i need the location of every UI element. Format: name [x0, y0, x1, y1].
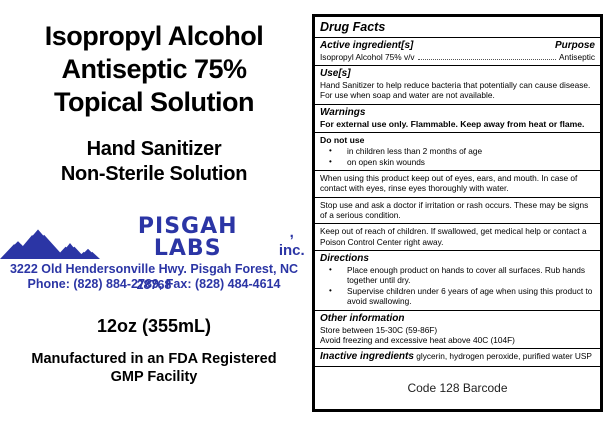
drug-facts-panel: Drug Facts Active ingredient[s] Purpose …	[312, 14, 603, 412]
dotted-leader	[417, 59, 557, 60]
inactive-ingredients-heading: Inactive ingredients	[320, 351, 414, 363]
other-information-section: Other information Store between 15-30C (…	[315, 309, 600, 349]
product-subtitle: Hand Sanitizer Non-Sterile Solution	[0, 137, 308, 187]
fda-registered-line: Manufactured in an FDA Registered	[31, 351, 277, 367]
bullet-icon: •	[329, 156, 332, 166]
keep-out-body: Keep out of reach of children. If swallo…	[320, 226, 587, 247]
mountains-icon	[0, 226, 100, 259]
active-ingredient-name: Isopropyl Alcohol 75% v/v	[320, 52, 415, 62]
company-address: 3222 Old Hendersonville Hwy. Pisgah Fore…	[9, 262, 299, 293]
product-title: Isopropyl Alcohol Antiseptic 75% Topical…	[0, 20, 308, 120]
brand-panel: Isopropyl Alcohol Antiseptic 75% Topical…	[0, 20, 308, 386]
bullet-icon: •	[329, 285, 332, 295]
company-phone-fax: Phone: (828) 884-2789, Fax: (828) 484-46…	[27, 277, 281, 291]
uses-heading: Use[s]	[320, 68, 351, 79]
stop-use-body: Stop use and ask a doctor if irritation …	[320, 199, 589, 220]
directions-section: Directions • Place enough product on han…	[315, 250, 600, 309]
company-name: PISGAH LABS	[137, 214, 238, 261]
drug-facts-title: Drug Facts	[320, 20, 386, 34]
storage-line: Store between 15-30C (59-86F)	[320, 324, 438, 335]
keep-out-of-reach-section: Keep out of reach of children. If swallo…	[315, 223, 600, 250]
company-name-suffix: , inc.	[278, 224, 305, 259]
uses-section: Use[s] Hand Sanitizer to help reduce bac…	[315, 65, 600, 104]
product-title-line: Isopropyl Alcohol	[44, 21, 264, 51]
fda-registered-note: Manufactured in an FDA Registered GMP Fa…	[0, 350, 308, 386]
purpose-value: Antiseptic	[559, 52, 595, 62]
product-title-line: Antiseptic 75%	[61, 54, 247, 85]
other-information-heading: Other information	[320, 312, 405, 324]
do-not-use-section: Do not use • in children less than 2 mon…	[315, 132, 600, 169]
do-not-use-bullet: • in children less than 2 months of age	[329, 146, 483, 157]
uses-body: Hand Sanitizer to help reduce bacteria t…	[320, 80, 591, 101]
when-using-body: When using this product keep out of eyes…	[320, 172, 578, 194]
directions-bullet: • Supervise children under 6 years of ag…	[329, 285, 593, 307]
warnings-heading: Warnings	[320, 106, 366, 118]
barcode-area: Code 128 Barcode	[315, 366, 600, 409]
product-title-line: Topical Solution	[54, 87, 254, 118]
barcode-placeholder-label: Code 128 Barcode	[407, 380, 508, 395]
warnings-section: Warnings For external use only. Flammabl…	[315, 103, 600, 133]
storage-line: Avoid freezing and excessive heat above …	[320, 334, 515, 345]
bullet-icon: •	[329, 146, 332, 156]
product-subtitle-line: Hand Sanitizer	[86, 138, 222, 160]
fda-registered-line: GMP Facility	[110, 369, 198, 386]
do-not-use-heading: Do not use	[320, 135, 365, 146]
net-contents: 12oz (355mL)	[96, 316, 212, 336]
directions-bullet: • Place enough product on hands to cover…	[329, 265, 585, 286]
inactive-ingredients-section: Inactive ingredients glycerin, hydrogen …	[315, 348, 600, 366]
bullet-icon: •	[329, 265, 332, 275]
stop-use-section: Stop use and ask a doctor if irritation …	[315, 196, 600, 224]
when-using-section: When using this product keep out of eyes…	[315, 169, 600, 197]
active-ingredient-heading: Active ingredient[s]	[320, 40, 414, 51]
inactive-ingredients-body: glycerin, hydrogen peroxide, purified wa…	[416, 351, 592, 362]
active-ingredient-section: Active ingredient[s] Purpose Isopropyl A…	[315, 37, 600, 65]
product-subtitle-line: Non-Sterile Solution	[60, 163, 248, 185]
company-logo: PISGAH LABS , inc.	[0, 216, 308, 260]
purpose-heading: Purpose	[554, 40, 595, 51]
warnings-body: For external use only. Flammable. Keep a…	[320, 118, 585, 129]
do-not-use-bullet: • on open skin wounds	[329, 156, 425, 167]
directions-heading: Directions	[320, 253, 369, 265]
